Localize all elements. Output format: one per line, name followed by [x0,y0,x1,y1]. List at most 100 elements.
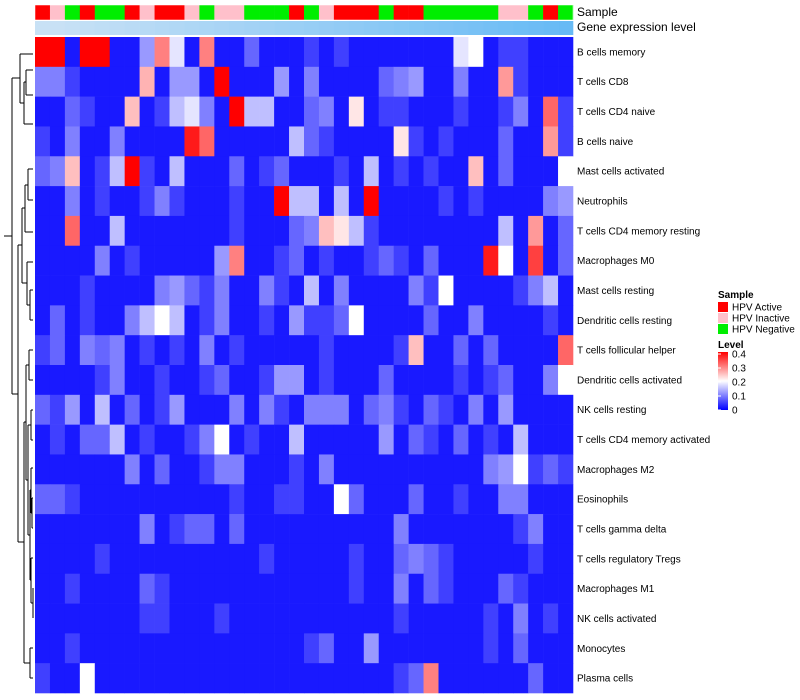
heatmap-cell [124,37,140,68]
heatmap-cell [438,96,454,127]
heatmap-cell [214,603,230,634]
heatmap-cell [229,245,245,276]
heatmap-cell [214,66,230,97]
heatmap-cell [274,156,290,187]
heatmap-cell [423,394,439,425]
heatmap-cell [468,633,484,664]
heatmap-cell [35,514,51,545]
expression-annotation-cell [348,21,365,35]
heatmap-cell [109,454,125,485]
heatmap-cell [453,245,469,276]
heatmap-cell [289,215,305,247]
heatmap-cell [49,663,66,694]
heatmap-cell [393,484,409,515]
heatmap-cell [79,484,96,515]
heatmap-cell [558,126,574,157]
heatmap-cell [438,633,454,664]
sample-annotation-cell [79,5,96,20]
heatmap-cell [453,454,469,485]
expression-annotation-bar [35,21,574,35]
row-label: Mast cells activated [577,167,664,178]
heatmap-cell [199,573,215,604]
sample-annotation-border [34,4,574,21]
heatmap-cell [408,573,424,604]
heatmap-cell [543,335,559,366]
heatmap-cell [64,215,81,247]
heatmap-cell [35,275,51,306]
heatmap-cell [274,186,290,217]
heatmap-cell [363,663,380,694]
heatmap-cell [49,394,66,425]
heatmap-cell [528,186,544,217]
heatmap-cell [408,335,424,366]
heatmap-cell [498,394,514,425]
heatmap-cell [513,484,529,515]
heatmap-cell [513,663,529,694]
heatmap-cell [304,215,320,247]
heatmap-cell [274,66,290,97]
heatmap-cell [558,394,574,425]
heatmap-cell [139,603,155,634]
heatmap-cell [318,484,335,515]
heatmap-cell [79,603,96,634]
heatmap-cell [49,633,66,664]
heatmap-cell [109,603,125,634]
heatmap-cell [139,186,155,217]
heatmap-cell [289,603,305,634]
sample-annotation-cell [378,5,394,20]
row-label: T cells CD8 [577,77,629,88]
heatmap-cell [483,186,499,217]
heatmap-cell [543,394,559,425]
heatmap-cell [35,66,51,97]
heatmap-cell [184,424,200,455]
heatmap-cell [35,96,51,127]
heatmap-cell [528,245,544,276]
heatmap-cell [333,543,350,575]
heatmap-cell [154,365,170,396]
heatmap-cell [483,215,499,247]
heatmap-cell [109,365,125,396]
heatmap-cell [528,633,544,664]
sample-legend-entry: HPV Inactive [732,314,790,325]
heatmap-cell [393,245,409,276]
heatmap-cell [438,514,454,545]
level-legend-title: Level [718,340,744,351]
heatmap-cell [543,156,559,187]
heatmap-cell [558,365,574,396]
heatmap-cell [333,305,350,336]
heatmap-cell [244,454,260,485]
heatmap-cell [259,126,275,157]
dendrogram-branch [25,69,33,96]
dendrogram-branch [17,244,24,543]
heatmap-cell [184,633,200,664]
heatmap-cell [79,215,96,247]
heatmap-cell [274,275,290,306]
heatmap-cell [423,484,439,515]
heatmap-cell [124,543,140,575]
heatmap-cell [139,424,155,455]
heatmap-cell [139,365,155,396]
heatmap-cell [94,66,111,97]
heatmap-cell [154,573,170,604]
heatmap-cell [124,514,140,545]
heatmap-cell [124,156,140,187]
heatmap-cell [64,37,81,68]
heatmap-cell [318,245,335,276]
heatmap-cell [184,156,200,187]
heatmap-cell [169,514,185,545]
heatmap-cell [498,245,514,276]
heatmap-cell [378,215,394,247]
row-label: Dendritic cells activated [577,375,682,386]
heatmap-cell [304,424,320,455]
heatmap-cell [49,514,66,545]
heatmap-cell [543,484,559,515]
row-label: T cells CD4 memory activated [577,435,710,446]
heatmap-cell [214,126,230,157]
heatmap-cell [94,484,111,515]
heatmap-cell [124,663,140,694]
heatmap-cell [304,245,320,276]
heatmap-cell [199,484,215,515]
heatmap-cell [558,603,574,634]
heatmap-cell [543,454,559,485]
expression-annotation-cell [259,21,275,35]
